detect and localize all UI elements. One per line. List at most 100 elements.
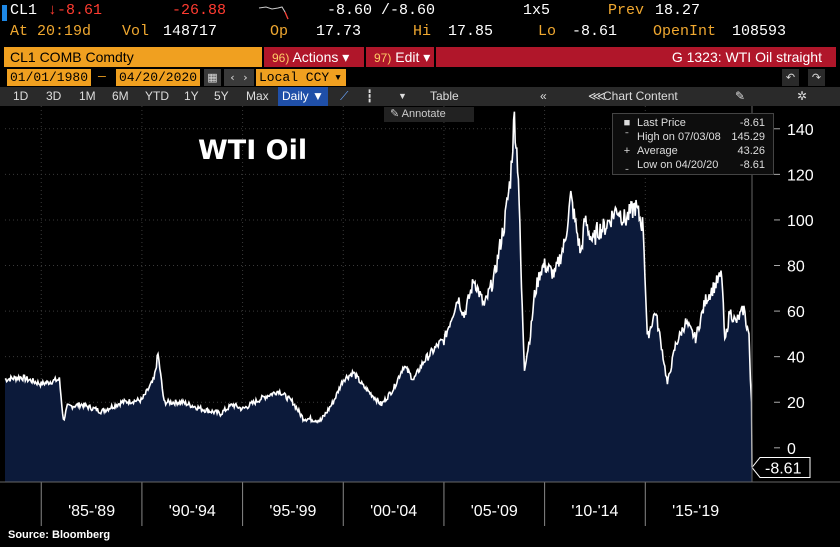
vol-label: Vol xyxy=(122,23,150,40)
y-tick-label: 100 xyxy=(787,213,814,230)
edit-button[interactable]: 97) Edit ▾ xyxy=(366,47,434,67)
open-interest-label: OpenInt xyxy=(653,23,717,40)
date-separator: — xyxy=(98,69,106,84)
edit-num: 97) xyxy=(374,51,392,65)
net-change: -26.88 xyxy=(172,2,227,19)
legend-key: Last Price xyxy=(637,117,686,129)
average-marker-icon: + xyxy=(623,145,631,157)
price-area xyxy=(4,111,753,482)
annotate-button[interactable]: ✎ Annotate xyxy=(384,107,474,122)
period-1d[interactable]: 1D xyxy=(13,89,29,103)
edit-icon[interactable]: ✎ xyxy=(735,89,746,103)
trade-size: 1x5 xyxy=(523,2,551,19)
toolbar: 1D 3D 1M 6M YTD 1Y 5Y Max Daily ▼ ⟋ ┇ ▼ … xyxy=(0,87,840,106)
legend-key: Low on 04/20/20 xyxy=(637,159,719,171)
x-tick-label: '15-'19 xyxy=(672,503,719,520)
currency-label: Local CCY xyxy=(259,70,330,85)
last-price-tag-label: -8.61 xyxy=(765,460,802,477)
legend: ■ Last Price -8.61 ˉ High on 07/03/08 14… xyxy=(612,113,774,175)
low-marker-icon: ˍ xyxy=(625,159,629,171)
period-3d[interactable]: 3D xyxy=(46,89,62,103)
legend-value: -8.61 xyxy=(739,159,765,171)
low-label: Lo xyxy=(538,23,557,40)
redo-icon[interactable]: ↷ xyxy=(808,69,825,86)
last-price: ↓-8.61 xyxy=(48,2,103,19)
bar-chart-icon[interactable]: ┇ xyxy=(366,89,374,103)
date-bar: 01/01/1980 — 04/20/2020 ▦ ‹ › Local CCY … xyxy=(0,68,840,87)
timestamp: At 20:19d xyxy=(10,23,92,40)
collapse-icon[interactable]: « xyxy=(540,89,547,103)
chart-type-dropdown-icon[interactable]: ▼ xyxy=(398,91,407,101)
legend-last: ■ Last Price -8.61 xyxy=(619,116,769,130)
table-button[interactable]: Table xyxy=(430,89,459,103)
end-date-field[interactable]: 04/20/2020 xyxy=(116,69,200,86)
bid-ask: -8.60 /-8.60 xyxy=(327,2,436,19)
open-interest-value: 108593 xyxy=(732,23,787,40)
currency-select[interactable]: Local CCY ▾ xyxy=(256,69,346,86)
price-line xyxy=(4,111,753,468)
y-tick-label: 140 xyxy=(787,122,814,139)
period-5y[interactable]: 5Y xyxy=(214,89,229,103)
x-tick-label: '05-'09 xyxy=(471,503,518,520)
period-6m[interactable]: 6M xyxy=(112,89,129,103)
chevron-down-icon: ▾ xyxy=(334,70,342,85)
period-1y[interactable]: 1Y xyxy=(184,89,199,103)
prev-value: 18.27 xyxy=(655,2,701,19)
actions-label: Actions ▾ xyxy=(292,49,350,65)
high-value: 17.85 xyxy=(448,23,494,40)
annotate-label: Annotate xyxy=(401,108,446,120)
x-tick-label: '85-'89 xyxy=(68,503,115,520)
start-date-field[interactable]: 01/01/1980 xyxy=(7,69,91,86)
chart-name-bar: G 1323: WTI Oil straight xyxy=(436,47,836,67)
source-note: Source: Bloomberg xyxy=(8,529,111,541)
period-ytd[interactable]: YTD xyxy=(145,89,169,103)
prev-period-button[interactable]: ‹ xyxy=(224,69,241,86)
x-tick-label: '10-'14 xyxy=(571,503,618,520)
edit-label: Edit ▾ xyxy=(395,49,431,65)
chart-area[interactable]: 0 20 40 60 80 100 120 140 -8.61 '85-'89 '90-'94 '9… xyxy=(0,106,840,547)
period-max[interactable]: Max xyxy=(246,89,269,103)
y-tick-label: 80 xyxy=(787,259,805,276)
line-chart-icon[interactable]: ⟋ xyxy=(340,89,349,103)
y-tick-label: 0 xyxy=(787,441,796,458)
legend-value: 145.29 xyxy=(731,131,765,143)
x-axis: '85-'89 '90-'94 '95-'99 '00-'04 '05-'09 '10-'… xyxy=(0,106,840,526)
legend-high: ˉ High on 07/03/08 145.29 xyxy=(619,130,769,144)
chart-content-button[interactable]: Chart Content xyxy=(603,89,678,103)
chart-title: WTI Oil xyxy=(198,135,308,166)
quote-row-1: CL1 ↓-8.61 -26.88 -8.60 /-8.60 1x5 Prev … xyxy=(0,2,840,22)
last-price-tag xyxy=(751,456,811,478)
actions-button[interactable]: 96) Actions ▾ xyxy=(264,47,364,67)
ticker[interactable]: CL1 xyxy=(10,2,38,19)
next-period-button[interactable]: › xyxy=(237,69,254,86)
vol-value: 148717 xyxy=(163,23,218,40)
y-tick-label: 40 xyxy=(787,350,805,367)
chart-content-icon[interactable]: ⋘ xyxy=(588,89,606,103)
y-tick-label: 60 xyxy=(787,304,805,321)
x-tick-label: '90-'94 xyxy=(169,503,216,520)
legend-value: 43.26 xyxy=(737,145,765,157)
sparkline-icon xyxy=(258,6,289,20)
y-tick-label: 120 xyxy=(787,167,814,184)
pencil-icon: ✎ xyxy=(390,108,402,120)
y-axis: 0 20 40 60 80 100 120 140 -8.61 xyxy=(751,122,814,478)
legend-key: Average xyxy=(637,145,678,157)
settings-icon[interactable]: ✲ xyxy=(797,89,808,103)
security-field[interactable]: CL1 COMB Comdty xyxy=(4,47,262,67)
high-label: Hi xyxy=(413,23,432,40)
chart-name: G 1323: WTI Oil straight xyxy=(671,49,822,65)
calendar-icon[interactable]: ▦ xyxy=(204,69,221,86)
y-tick-label: 20 xyxy=(787,395,805,412)
actions-num: 96) xyxy=(272,51,290,65)
legend-low: ˍ Low on 04/20/20 -8.61 xyxy=(619,158,769,172)
legend-value: -8.61 xyxy=(739,117,765,129)
price-area-fill xyxy=(5,111,752,482)
frequency-select[interactable]: Daily ▼ xyxy=(278,87,328,106)
legend-average: + Average 43.26 xyxy=(619,144,769,158)
undo-icon[interactable]: ↶ xyxy=(782,69,799,86)
open-label: Op xyxy=(270,23,289,40)
ticker-marker xyxy=(2,5,7,21)
legend-key: High on 07/03/08 xyxy=(637,131,721,143)
low-value: -8.61 xyxy=(572,23,618,40)
period-1m[interactable]: 1M xyxy=(79,89,96,103)
